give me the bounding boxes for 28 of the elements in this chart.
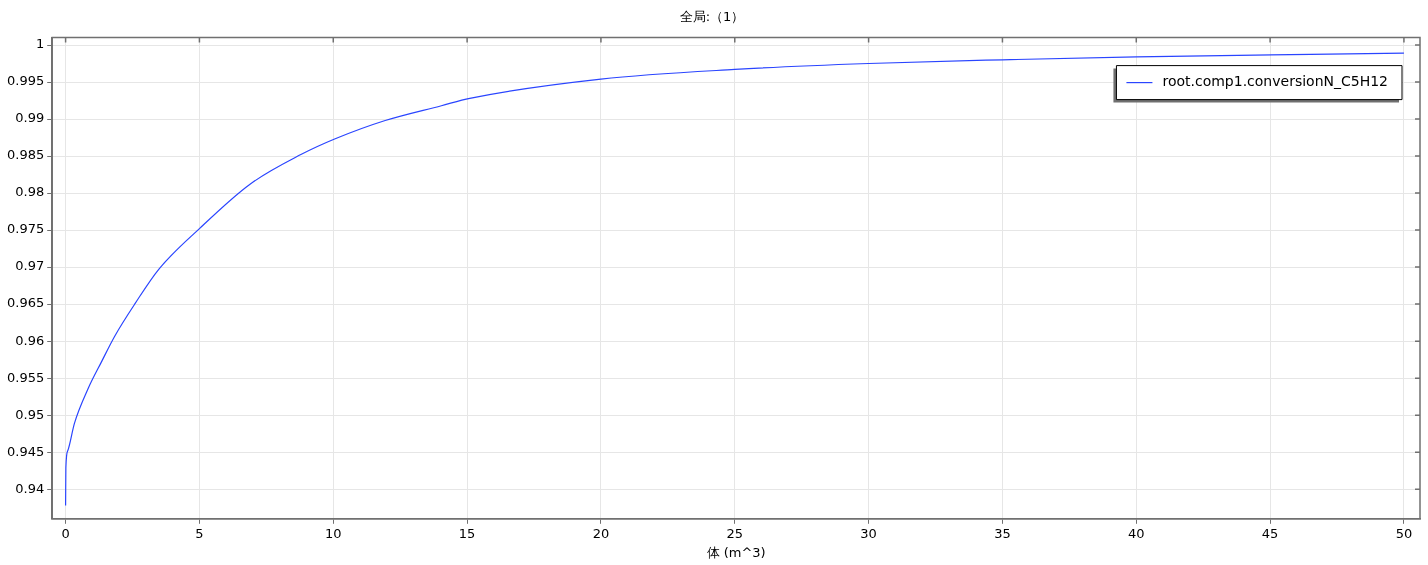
line-series xyxy=(65,52,1405,507)
y-tick-label: 0.945 xyxy=(7,443,45,459)
y-tick-label: 0.98 xyxy=(15,184,45,200)
x-tick-label: 45 xyxy=(1261,525,1279,541)
y-tick-label: 0.94 xyxy=(15,480,45,496)
x-tick-label: 25 xyxy=(726,525,744,541)
y-tick-label: 0.97 xyxy=(15,258,45,274)
x-axis-title: 体 (m^3) xyxy=(706,544,766,560)
y-tick-label: 1 xyxy=(35,36,45,52)
y-tick-label: 0.95 xyxy=(15,406,45,422)
x-tick-label: 15 xyxy=(458,525,476,541)
y-tick-label: 0.99 xyxy=(15,110,45,126)
chart-title: 全局:（1） xyxy=(679,9,745,25)
y-tick-label: 0.975 xyxy=(7,221,45,237)
x-tick-label: 10 xyxy=(324,525,342,541)
y-tick-label: 0.965 xyxy=(7,295,45,311)
y-tick-label: 0.995 xyxy=(7,73,45,89)
x-tick-label: 30 xyxy=(860,525,877,541)
x-tick-label: 35 xyxy=(994,525,1011,541)
legend-label: root.comp1.conversionN_C5H12 xyxy=(1162,73,1389,90)
x-tick-label: 5 xyxy=(195,525,204,541)
x-tick-label: 50 xyxy=(1395,525,1413,541)
x-tick-label: 20 xyxy=(592,525,610,541)
y-tick-label: 0.96 xyxy=(15,332,45,348)
x-tick-label: 40 xyxy=(1128,525,1145,541)
x-tick-label: 0 xyxy=(61,525,70,541)
y-tick-label: 0.955 xyxy=(7,369,45,385)
y-tick-label: 0.985 xyxy=(7,147,45,163)
